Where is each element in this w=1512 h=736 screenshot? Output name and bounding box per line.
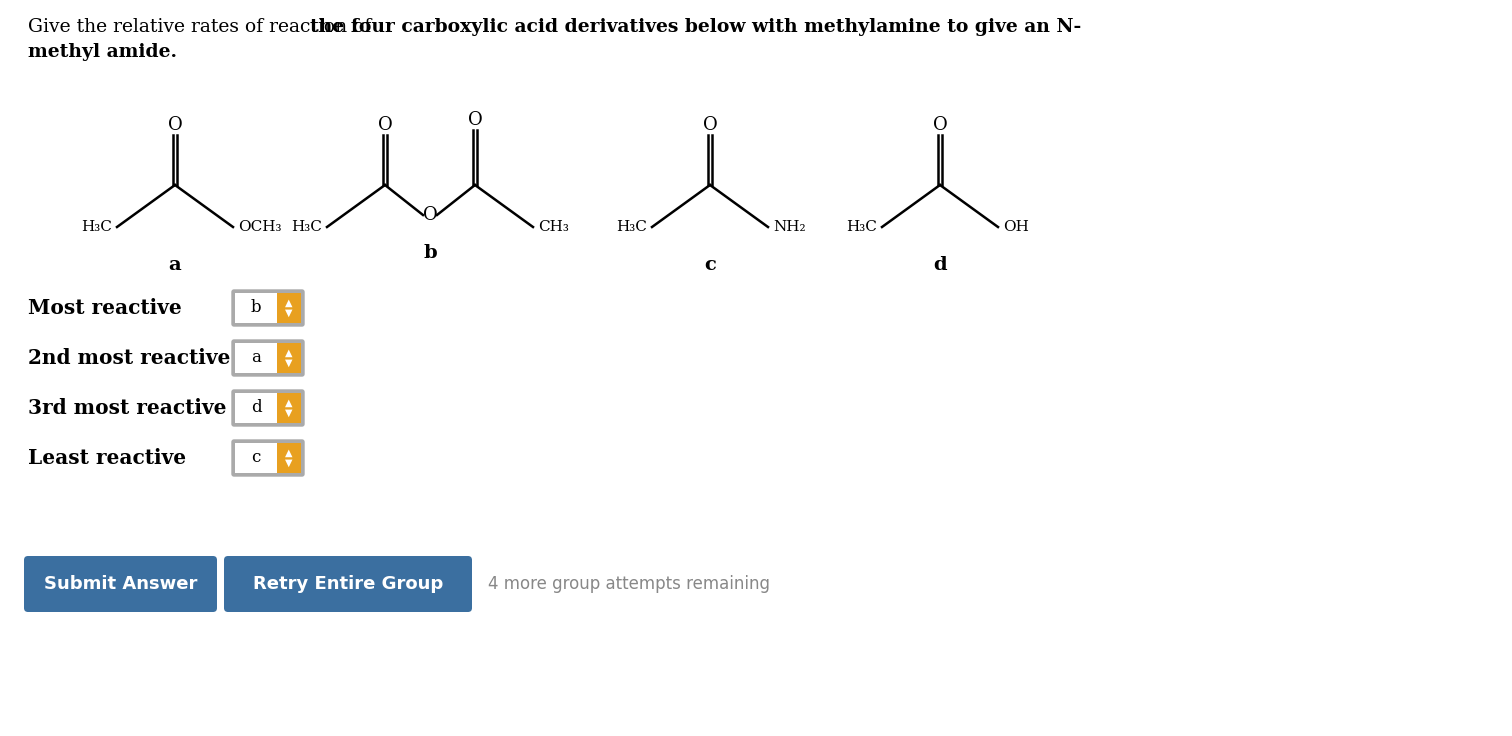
Text: NH₂: NH₂ <box>773 220 806 234</box>
Text: b: b <box>423 244 437 262</box>
Text: O: O <box>467 111 482 129</box>
Text: Most reactive: Most reactive <box>29 298 181 318</box>
Text: OCH₃: OCH₃ <box>237 220 281 234</box>
Text: ▼: ▼ <box>286 308 293 318</box>
Text: Least reactive: Least reactive <box>29 448 186 468</box>
FancyBboxPatch shape <box>231 390 304 426</box>
Text: OH: OH <box>1002 220 1028 234</box>
Bar <box>277 443 301 473</box>
Text: H₃C: H₃C <box>615 220 647 234</box>
Bar <box>277 343 301 373</box>
Text: a: a <box>251 350 262 367</box>
Text: d: d <box>933 256 947 274</box>
Bar <box>234 293 277 323</box>
Text: ▲: ▲ <box>286 448 293 458</box>
Text: O: O <box>423 206 437 224</box>
FancyBboxPatch shape <box>231 340 304 376</box>
Text: methyl amide.: methyl amide. <box>29 43 177 61</box>
Text: ▼: ▼ <box>286 358 293 368</box>
Text: H₃C: H₃C <box>847 220 877 234</box>
Bar <box>234 343 277 373</box>
Text: 3rd most reactive: 3rd most reactive <box>29 398 227 418</box>
Text: H₃C: H₃C <box>82 220 112 234</box>
FancyBboxPatch shape <box>231 290 304 326</box>
Text: O: O <box>168 116 183 134</box>
FancyBboxPatch shape <box>224 556 472 612</box>
Text: Submit Answer: Submit Answer <box>44 575 197 593</box>
Text: O: O <box>378 116 393 134</box>
Text: CH₃: CH₃ <box>538 220 569 234</box>
Text: ▼: ▼ <box>286 408 293 418</box>
FancyBboxPatch shape <box>231 440 304 476</box>
Text: 2nd most reactive: 2nd most reactive <box>29 348 230 368</box>
Bar <box>277 393 301 423</box>
Text: O: O <box>933 116 948 134</box>
Text: ▲: ▲ <box>286 348 293 358</box>
Text: d: d <box>251 400 262 417</box>
FancyBboxPatch shape <box>24 556 218 612</box>
Text: Give the relative rates of reaction of: Give the relative rates of reaction of <box>29 18 378 36</box>
Text: H₃C: H₃C <box>292 220 322 234</box>
Bar <box>234 443 277 473</box>
Text: the four carboxylic acid derivatives below with methylamine to give an N-: the four carboxylic acid derivatives bel… <box>310 18 1081 36</box>
Text: c: c <box>251 450 260 467</box>
Bar <box>234 393 277 423</box>
Text: b: b <box>251 300 262 316</box>
Text: ▲: ▲ <box>286 298 293 308</box>
Text: ▲: ▲ <box>286 398 293 408</box>
Bar <box>277 293 301 323</box>
Text: c: c <box>705 256 717 274</box>
Text: Retry Entire Group: Retry Entire Group <box>253 575 443 593</box>
Text: a: a <box>169 256 181 274</box>
Text: ▼: ▼ <box>286 458 293 468</box>
Text: O: O <box>703 116 717 134</box>
Text: 4 more group attempts remaining: 4 more group attempts remaining <box>488 575 770 593</box>
